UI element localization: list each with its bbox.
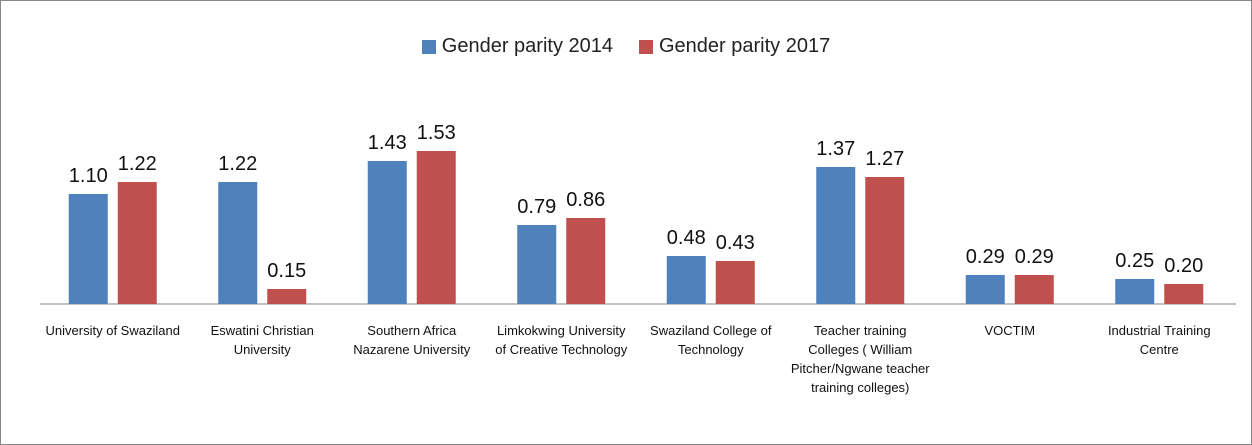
bar	[117, 182, 157, 304]
data-label: 0.86	[566, 189, 605, 211]
data-label: 1.43	[368, 132, 407, 154]
legend-swatch	[639, 39, 653, 54]
bar	[816, 167, 856, 304]
data-label: 0.25	[1115, 250, 1154, 272]
x-tick-label: Industrial Training Centre	[1107, 323, 1211, 357]
bar	[267, 289, 307, 304]
legend-label: Gender parity 2017	[659, 35, 831, 57]
x-tick-label: Eswatini Christian University	[210, 323, 314, 357]
x-tick-label: Swaziland College of Technology	[650, 323, 772, 357]
data-label: 0.29	[1015, 246, 1054, 268]
bar	[715, 261, 755, 304]
legend-item: Gender parity 2017	[639, 35, 830, 58]
x-tick-label: Limkokwing University of Creative Techno…	[495, 323, 628, 357]
data-label: 1.22	[118, 153, 157, 175]
data-label: 1.37	[816, 138, 855, 160]
legend-item: Gender parity 2014	[421, 35, 613, 58]
data-label: 1.27	[865, 148, 904, 170]
x-tick-label: University of Swaziland	[45, 323, 180, 338]
data-label: 1.10	[69, 165, 108, 187]
bar	[1164, 284, 1204, 304]
bar	[1115, 279, 1155, 304]
x-tick-label: Teacher training Colleges ( William Pitc…	[790, 323, 930, 395]
data-label: 0.79	[517, 196, 556, 218]
bar	[865, 177, 905, 304]
bar	[566, 218, 606, 304]
bar	[416, 151, 456, 304]
bar	[68, 194, 108, 304]
bar	[367, 161, 407, 304]
x-tick-label: VOCTIM	[984, 323, 1036, 338]
legend: Gender parity 2014 Gender parity 2017	[1, 35, 1251, 58]
data-label: 1.22	[218, 153, 257, 175]
data-label: 0.43	[716, 232, 755, 254]
data-label: 0.20	[1164, 255, 1203, 277]
bar	[666, 256, 706, 304]
data-label: 0.15	[267, 260, 306, 282]
bar	[965, 275, 1005, 304]
bar	[1014, 275, 1054, 304]
x-tick-label: Southern Africa Nazarene University	[353, 323, 471, 357]
legend-swatch	[421, 39, 436, 54]
legend-label: Gender parity 2014	[441, 35, 613, 57]
data-label: 1.53	[417, 122, 456, 144]
bar	[218, 182, 258, 304]
bar	[517, 225, 557, 304]
data-label: 0.48	[667, 227, 706, 249]
data-label: 0.29	[966, 246, 1005, 268]
